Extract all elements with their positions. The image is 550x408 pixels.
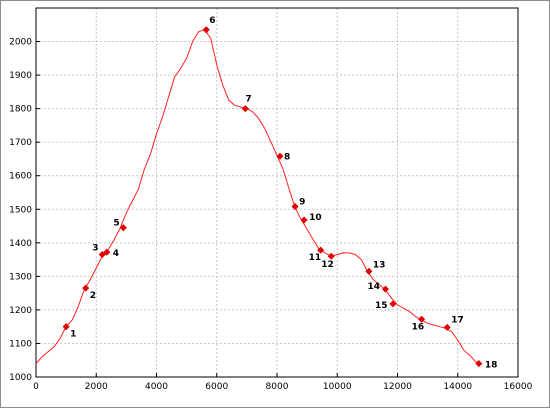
y-tick-label: 1600: [9, 172, 32, 182]
waypoint-marker: [300, 216, 308, 224]
waypoint-label: 4: [113, 249, 119, 259]
waypoint-label: 17: [451, 315, 464, 325]
waypoint-label: 7: [245, 95, 251, 105]
y-tick-label: 1100: [9, 339, 32, 349]
waypoint-label: 2: [90, 291, 96, 301]
y-tick-label: 2000: [9, 38, 32, 48]
waypoint-label: 15: [375, 301, 388, 311]
waypoint-marker: [291, 203, 299, 211]
x-tick-label: 6000: [205, 382, 228, 392]
waypoint-label: 8: [284, 152, 290, 162]
waypoint-marker: [119, 224, 127, 232]
y-tick-label: 1800: [9, 105, 32, 115]
waypoint-label: 5: [113, 219, 119, 229]
x-tick-label: 12000: [383, 382, 412, 392]
waypoint-marker: [365, 267, 373, 275]
waypoint-label: 14: [367, 282, 380, 292]
profile-line-layer: [35, 29, 483, 365]
y-tick-label: 1900: [9, 71, 32, 81]
waypoint-label: 1: [70, 330, 76, 340]
waypoint-label: 16: [412, 322, 425, 332]
y-tick-label: 1400: [9, 239, 32, 249]
waypoint-label: 3: [92, 244, 98, 254]
waypoint-marker: [381, 285, 389, 293]
waypoint-marker: [276, 152, 284, 160]
x-tick-label: 2000: [85, 382, 108, 392]
waypoint-marker: [202, 26, 210, 34]
waypoint-marker: [241, 105, 249, 113]
elevation-profile-line: [35, 29, 483, 365]
waypoint-label: 11: [309, 253, 322, 263]
waypoint-label: 10: [309, 213, 322, 223]
waypoint-marker: [475, 360, 483, 368]
y-tick-label: 1000: [9, 373, 32, 383]
axis-layer: 0 2000 4000 6000 8000 10000 12000 14000 16000100…: [9, 7, 533, 392]
x-tick-label: 16000: [504, 382, 533, 392]
waypoint-label: 13: [373, 260, 386, 270]
waypoint-label: 12: [321, 260, 334, 270]
y-tick-label: 1300: [9, 272, 32, 282]
y-tick-label: 1500: [9, 205, 32, 215]
grid-layer: [36, 8, 518, 377]
y-tick-label: 1200: [9, 306, 32, 316]
waypoint-label: 9: [299, 198, 305, 208]
waypoint-label: 6: [209, 16, 215, 26]
waypoint-marker: [327, 252, 335, 260]
waypoint-marker: [317, 246, 325, 254]
waypoint-marker: [418, 315, 426, 323]
x-tick-label: 8000: [266, 382, 289, 392]
waypoint-marker: [443, 323, 451, 331]
x-tick-label: 4000: [145, 382, 168, 392]
x-tick-label: 14000: [443, 382, 472, 392]
waypoint-marker: [389, 300, 397, 308]
y-tick-label: 1700: [9, 138, 32, 148]
waypoint-label: 18: [485, 361, 498, 371]
waypoint-marker: [62, 323, 70, 331]
waypoint-marker: [103, 248, 111, 256]
x-tick-label: 0: [33, 382, 39, 392]
waypoint-marker: [82, 284, 90, 292]
x-tick-label: 10000: [323, 382, 352, 392]
